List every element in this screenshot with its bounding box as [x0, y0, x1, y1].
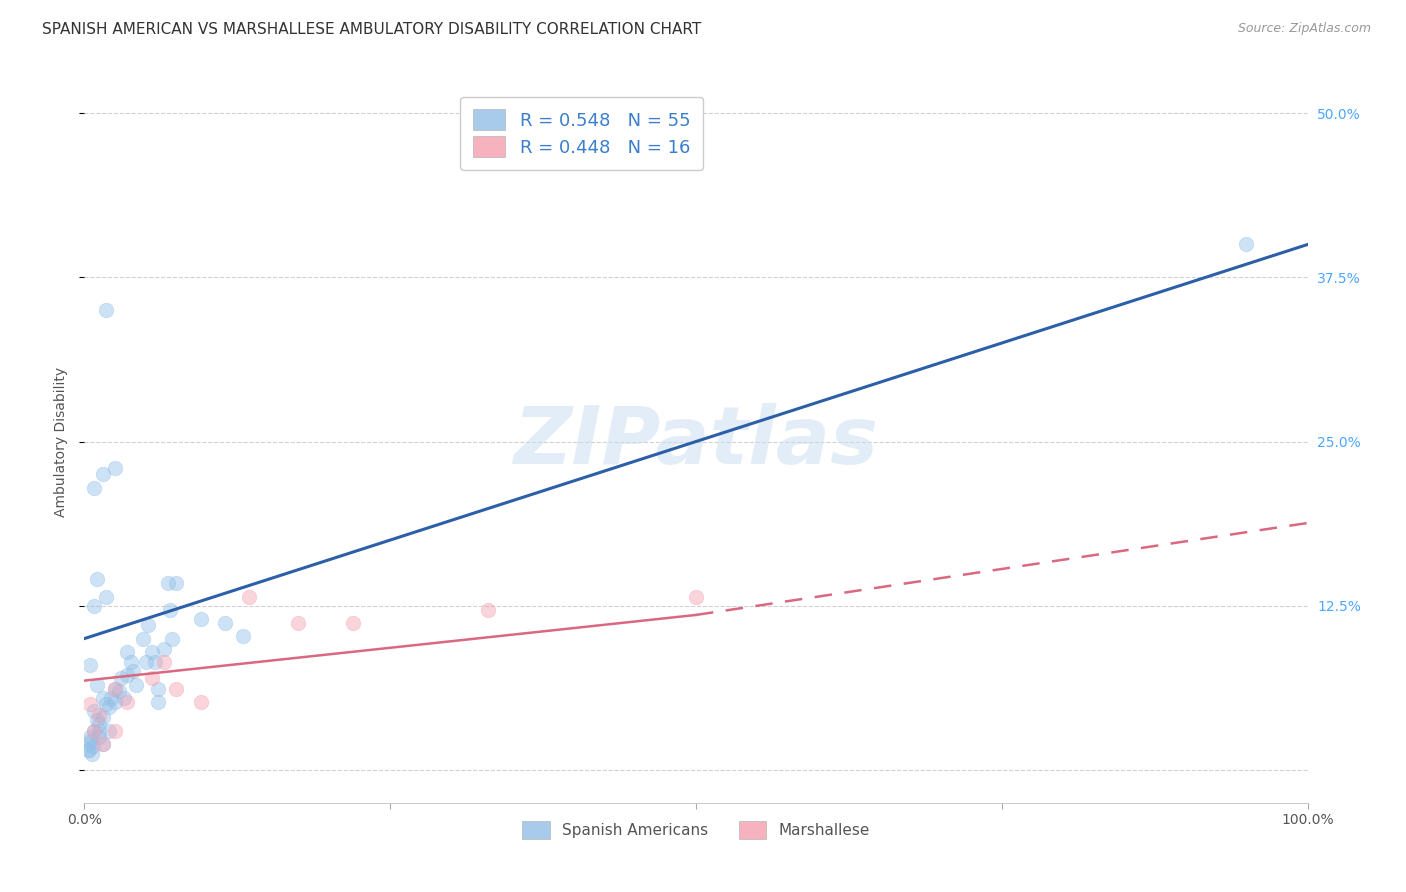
Text: SPANISH AMERICAN VS MARSHALLESE AMBULATORY DISABILITY CORRELATION CHART: SPANISH AMERICAN VS MARSHALLESE AMBULATO… [42, 22, 702, 37]
Text: Source: ZipAtlas.com: Source: ZipAtlas.com [1237, 22, 1371, 36]
Point [342, 615, 364, 630]
Point [146, 695, 169, 709]
Point [232, 629, 254, 643]
Point [79, 698, 101, 712]
Point [477, 603, 499, 617]
Point [190, 612, 212, 626]
Point [91, 710, 114, 724]
Point [79, 730, 101, 744]
Point [87, 723, 110, 738]
Legend: Spanish Americans, Marshallese: Spanish Americans, Marshallese [512, 810, 880, 849]
Point [77, 743, 100, 757]
Point [79, 734, 101, 748]
Point [115, 668, 138, 682]
Point [83, 704, 105, 718]
Point [91, 690, 114, 705]
Point [96, 303, 118, 318]
Point [125, 677, 148, 691]
Point [132, 632, 155, 646]
Point [112, 690, 135, 705]
Point [87, 730, 110, 744]
Point [91, 737, 114, 751]
Point [96, 698, 118, 712]
Point [83, 599, 105, 613]
Point [153, 642, 176, 657]
Point [86, 677, 108, 691]
Point [77, 743, 100, 757]
Point [120, 655, 142, 669]
Point [214, 615, 236, 630]
Point [165, 576, 187, 591]
Point [82, 739, 104, 754]
Point [146, 681, 169, 696]
Point [83, 481, 105, 495]
Point [159, 603, 181, 617]
Point [110, 671, 132, 685]
Point [143, 655, 166, 669]
Point [1236, 237, 1258, 252]
Point [80, 747, 103, 762]
Y-axis label: Ambulatory Disability: Ambulatory Disability [53, 367, 67, 516]
Point [165, 681, 187, 696]
Point [83, 723, 105, 738]
Point [287, 615, 309, 630]
Point [77, 737, 100, 751]
Point [91, 737, 114, 751]
Point [135, 655, 157, 669]
Point [87, 717, 110, 731]
Point [104, 695, 127, 709]
Point [97, 699, 120, 714]
Point [122, 665, 145, 679]
Point [156, 576, 179, 591]
Point [153, 655, 176, 669]
Point [87, 707, 110, 722]
Point [79, 657, 101, 672]
Point [190, 695, 212, 709]
Point [104, 681, 127, 696]
Point [141, 645, 163, 659]
Point [141, 671, 163, 685]
Point [162, 632, 184, 646]
Point [91, 467, 114, 482]
Point [107, 684, 129, 698]
Point [96, 590, 118, 604]
Point [685, 590, 707, 604]
Point [115, 645, 138, 659]
Point [104, 723, 127, 738]
Point [86, 713, 108, 727]
Text: ZIPatlas: ZIPatlas [513, 402, 879, 481]
Point [100, 690, 122, 705]
Point [115, 695, 138, 709]
Point [238, 590, 260, 604]
Point [97, 723, 120, 738]
Point [104, 681, 127, 696]
Point [86, 573, 108, 587]
Point [104, 460, 127, 475]
Point [83, 723, 105, 738]
Point [136, 618, 159, 632]
